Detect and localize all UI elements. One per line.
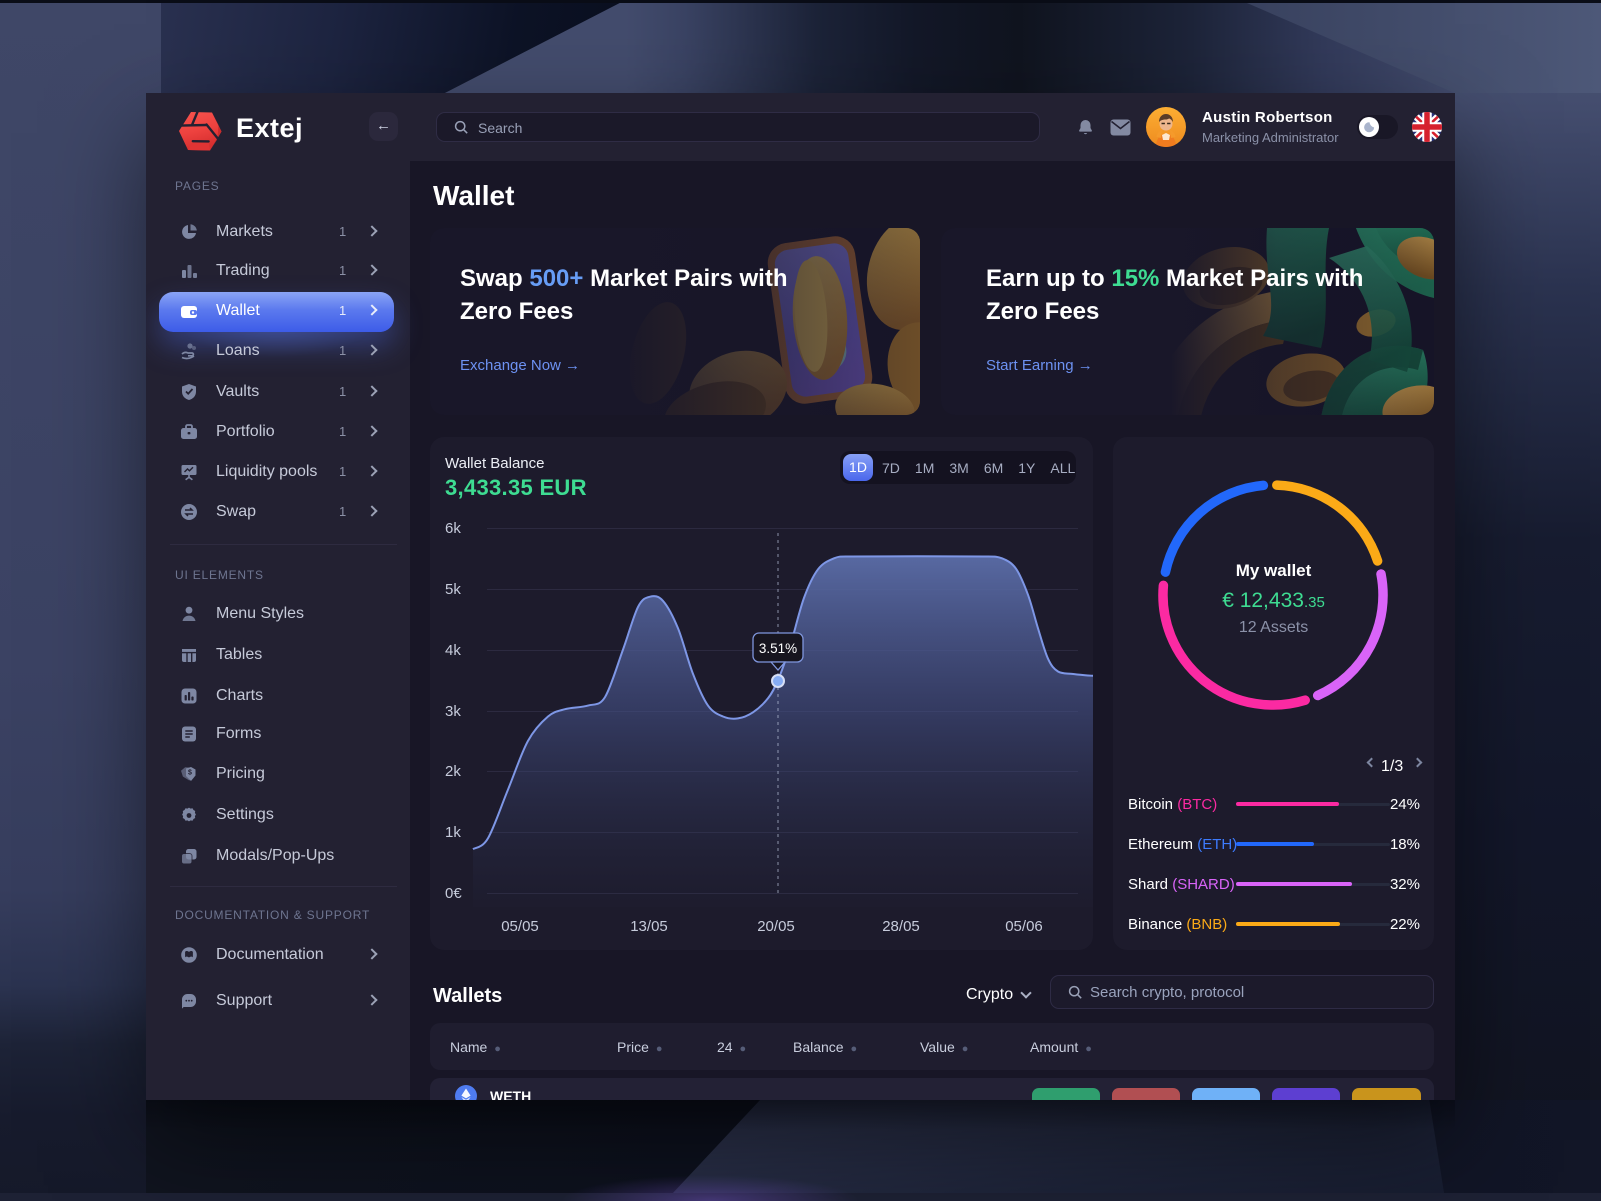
svg-text:2k: 2k	[445, 763, 461, 780]
svg-text:0€: 0€	[445, 885, 462, 902]
svg-text:3.51%: 3.51%	[759, 641, 797, 656]
svg-text:6k: 6k	[445, 520, 461, 537]
svg-text:05/06: 05/06	[1005, 918, 1043, 935]
svg-text:20/05: 20/05	[757, 918, 795, 935]
svg-text:28/05: 28/05	[882, 918, 920, 935]
svg-text:13/05: 13/05	[630, 918, 668, 935]
svg-text:3k: 3k	[445, 703, 461, 720]
svg-text:4k: 4k	[445, 642, 461, 659]
svg-text:5k: 5k	[445, 581, 461, 598]
svg-text:05/05: 05/05	[501, 918, 539, 935]
svg-text:$: $	[188, 770, 192, 777]
svg-text:1k: 1k	[445, 824, 461, 841]
